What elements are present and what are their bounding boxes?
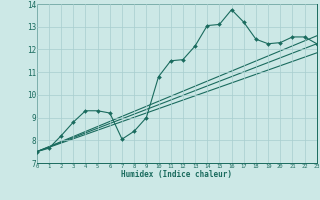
- X-axis label: Humidex (Indice chaleur): Humidex (Indice chaleur): [121, 170, 232, 179]
